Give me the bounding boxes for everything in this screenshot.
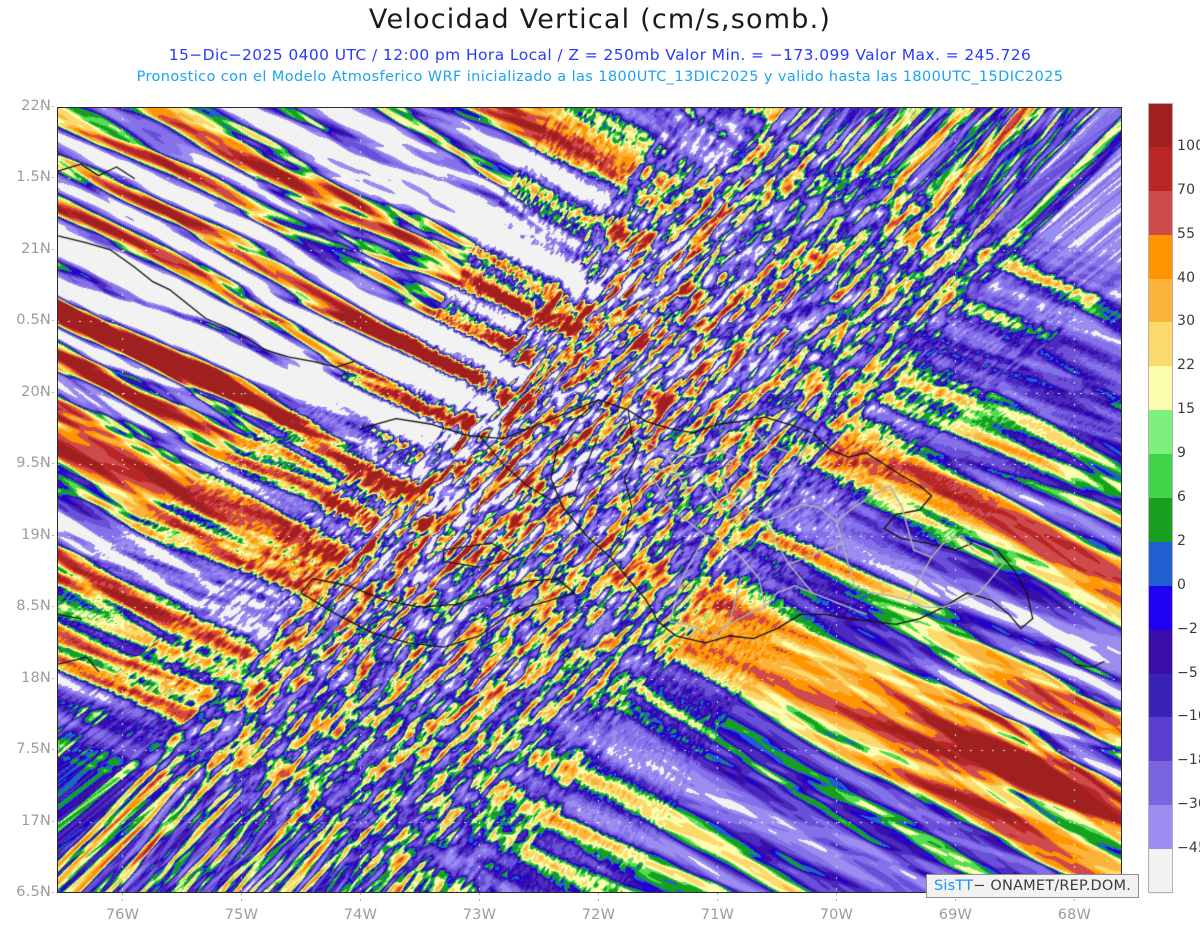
forecast-info-line: 15−Dic−2025 0400 UTC / 12:00 pm Hora Loc… (168, 46, 1032, 64)
latitude-tick-label: 18N (21, 669, 51, 686)
colorbar-tick-label: −45 (1177, 840, 1200, 857)
latitude-tick-label: 21N (21, 240, 51, 257)
latitude-tick-mark (40, 749, 56, 751)
latitude-tick-mark (40, 677, 56, 679)
latitude-tick-label: 17N (21, 812, 51, 829)
longitude-tick-mark (122, 893, 124, 904)
page-title: Velocidad Vertical (cm/s,somb.) (368, 4, 832, 35)
longitude-tick-mark (360, 893, 362, 904)
colorbar-band (1149, 629, 1172, 675)
colorbar-frame (1148, 103, 1173, 893)
latitude-tick-label: 1.5N (16, 169, 51, 186)
colorbar-band (1149, 717, 1172, 762)
longitude-tick-mark (836, 893, 838, 904)
map-plot-area[interactable] (57, 107, 1122, 893)
colorbar-band (1149, 805, 1172, 850)
latitude-tick-mark (40, 534, 56, 536)
latitude-tick-mark (40, 892, 56, 893)
colorbar-tick-label: 22 (1177, 357, 1196, 374)
latitude-tick-mark (40, 606, 56, 608)
colorbar-tick-label: −2 (1177, 620, 1199, 637)
colorbar-band (1149, 673, 1172, 719)
colorbar-tick-label: 0 (1177, 576, 1187, 593)
latitude-tick-mark (40, 177, 56, 179)
watermark-sistt-onamet: SisTT − ONAMET/REP.DOM. (926, 874, 1140, 898)
colorbar-tick-label: −18 (1177, 752, 1200, 769)
latitude-tick-label: 6.5N (16, 884, 51, 900)
colorbar-band (1149, 234, 1172, 280)
latitude-tick-label: 0.5N (16, 312, 51, 329)
longitude-tick-mark (598, 893, 600, 904)
colorbar-tick-label: 9 (1177, 445, 1187, 462)
colorbar-tick-label: 40 (1177, 269, 1196, 286)
colorbar[interactable]: 100 70 55 40 30 22 15 9 6 2 0 −2 −5 −10 −18 −30 −45 (1148, 103, 1200, 894)
longitude-tick-label: 70W (819, 907, 854, 923)
latitude-tick-label: 19N (21, 526, 51, 543)
longitude-tick-mark (717, 893, 719, 904)
longitude-tick-label: 72W (581, 907, 616, 923)
latitude-tick-label: 9.5N (16, 455, 51, 472)
colorbar-band (1149, 366, 1172, 411)
colorbar-band (1149, 410, 1172, 455)
longitude-tick-label: 69W (938, 907, 973, 923)
colorbar-band (1149, 278, 1172, 324)
latitude-tick-label: 8.5N (16, 598, 51, 615)
colorbar-band (1149, 190, 1172, 236)
longitude-tick-label: 73W (462, 907, 497, 923)
colorbar-band (1149, 761, 1172, 806)
colorbar-band (1149, 585, 1172, 631)
watermark-brand: SisTT (934, 878, 974, 894)
longitude-tick-label: 74W (343, 907, 378, 923)
colorbar-tick-label: 15 (1177, 401, 1196, 418)
colorbar-tick-label: 30 (1177, 313, 1196, 330)
colorbar-tick-label: −10 (1177, 708, 1200, 725)
longitude-tick-label: 68W (1057, 907, 1092, 923)
colorbar-band (1149, 454, 1172, 499)
colorbar-band (1149, 146, 1172, 192)
colorbar-band (1149, 498, 1172, 543)
longitude-tick-label: 71W (700, 907, 735, 923)
colorbar-band (1149, 322, 1172, 367)
longitude-tick-mark (241, 893, 243, 904)
longitude-tick-label: 76W (105, 907, 140, 923)
latitude-tick-mark (40, 820, 56, 822)
colorbar-band (1149, 849, 1172, 894)
latitude-tick-label: 7.5N (16, 741, 51, 758)
latitude-tick-label: 22N (21, 98, 51, 114)
colorbar-tick-label: −30 (1177, 796, 1200, 813)
latitude-tick-label: 20N (21, 383, 51, 400)
longitude-tick-mark (479, 893, 481, 904)
latitude-tick-mark (40, 106, 56, 107)
colorbar-tick-label: −5 (1177, 664, 1199, 681)
colorbar-band (1149, 103, 1172, 148)
colorbar-tick-label: 70 (1177, 181, 1196, 198)
latitude-tick-mark (40, 320, 56, 322)
model-description-line: Pronostico con el Modelo Atmosferico WRF… (136, 69, 1064, 85)
longitude-tick-mark (1074, 893, 1076, 904)
latitude-tick-mark (40, 248, 56, 250)
colorbar-tick-label: 2 (1177, 532, 1187, 549)
latitude-tick-mark (40, 463, 56, 465)
colorbar-tick-label: 6 (1177, 489, 1187, 505)
longitude-tick-label: 75W (224, 907, 259, 923)
colorbar-tick-label: 55 (1177, 225, 1196, 242)
longitude-tick-mark (955, 893, 957, 904)
vertical-velocity-shaded-field[interactable] (57, 107, 1122, 893)
colorbar-band (1149, 541, 1172, 587)
watermark-suffix: − ONAMET/REP.DOM. (973, 878, 1132, 894)
latitude-tick-mark (40, 391, 56, 393)
colorbar-tick-label: 100 (1177, 137, 1200, 154)
